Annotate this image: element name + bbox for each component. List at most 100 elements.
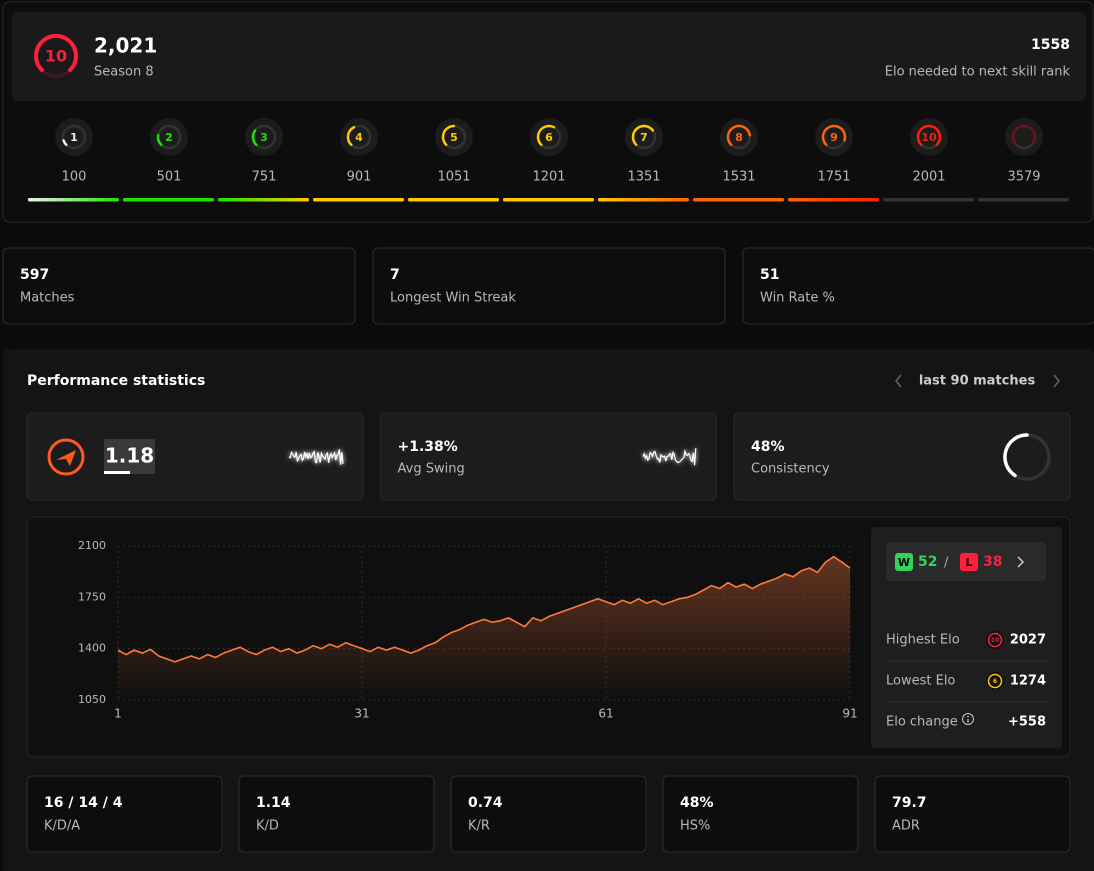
match-stat-value: 79.7 (892, 795, 927, 811)
level-number: 2 (165, 131, 173, 144)
match-stat-label: K/D (256, 819, 279, 834)
summary-badge: 10 (991, 637, 999, 644)
elo-chart: 1050 1400 1750 2100 1 31 61 91 (78, 539, 858, 721)
perf-label: Consistency (751, 462, 830, 477)
level-number: 6 (545, 131, 553, 144)
level-ring (156, 134, 163, 147)
losses: 38 (983, 554, 1002, 570)
level-icon-bg (340, 118, 378, 156)
perf-cards: 1.18 +1.38% Avg Swing 48% Consistency (26, 412, 1071, 501)
record-separator: / (944, 556, 949, 571)
level-icon-bg (530, 118, 568, 156)
level-bar (408, 198, 499, 202)
summary-value: 1274 (1010, 674, 1046, 689)
stat-label: Matches (20, 291, 75, 306)
level-ring (821, 124, 847, 147)
rank-header (12, 12, 1086, 101)
level-number: 7 (640, 131, 648, 144)
prev-button[interactable] (895, 374, 902, 388)
level-bar (123, 198, 214, 202)
level-bar (598, 198, 689, 202)
x-tick-label: 61 (598, 707, 613, 721)
match-stat-label: ADR (892, 819, 920, 834)
stat-value: 7 (390, 267, 400, 283)
season: Season 8 (94, 65, 154, 80)
stat-label: Win Rate % (760, 291, 835, 306)
match-stat-card (26, 775, 223, 853)
stat-value: 597 (20, 267, 49, 283)
perf-card (380, 412, 717, 501)
x-tick-label: 1 (114, 707, 122, 721)
next-button[interactable] (1053, 374, 1060, 388)
level-icon-bg (815, 118, 853, 156)
level-ring (441, 124, 456, 147)
match-stat-value: 0.74 (468, 795, 503, 811)
level-min-elo: 901 (347, 170, 372, 185)
rating-bar (104, 471, 130, 474)
level-min-elo: 1051 (437, 170, 470, 185)
match-stat-card (662, 775, 859, 853)
level-number: 4 (355, 131, 363, 144)
level-icon-bg (1005, 118, 1043, 156)
range-label: last 90 matches (919, 374, 1036, 389)
x-tick-label: 91 (842, 707, 857, 721)
summary-panel (871, 527, 1062, 748)
elo-line (117, 555, 851, 663)
level-min-elo: 2001 (912, 170, 945, 185)
wins: 52 (918, 554, 937, 570)
rating-box (104, 439, 155, 474)
level-ring (916, 124, 942, 147)
rating-icon-mark (56, 450, 76, 466)
summary-label: Lowest Elo (886, 674, 955, 689)
summary-label: Elo change (886, 715, 958, 730)
rank-number: 10 (45, 47, 67, 66)
level-ring (631, 124, 655, 147)
record-chevron (1017, 556, 1025, 568)
level-icon-bg (435, 118, 473, 156)
stat-card (2, 247, 356, 325)
elo: 2,021 (94, 34, 157, 58)
level-ring (251, 129, 258, 147)
levels: 1 100 2 501 3 751 4 901 5 1051 6 1201 7 1351 8 1531 9 175… (28, 118, 1069, 202)
y-tick-label: 1050 (78, 693, 106, 706)
level-bar (693, 198, 784, 202)
level-bar (218, 198, 309, 202)
level-ring (536, 124, 556, 147)
stat-card (372, 247, 726, 325)
win-badge: W (898, 556, 910, 569)
level-ring (346, 125, 356, 147)
level-bar (883, 198, 974, 202)
loss-badge-bg (960, 553, 978, 571)
level-ring (62, 139, 68, 147)
match-stat-card (238, 775, 435, 853)
match-stat-value: 48% (680, 795, 714, 811)
y-tick-label: 1400 (78, 642, 106, 655)
summary-badge-ring (987, 632, 1003, 648)
summary: Highest Elo 10 2027 Lowest Elo 6 1274 Elo chan… (886, 631, 1046, 730)
level-min-elo: 1351 (627, 170, 660, 185)
level-bar (978, 198, 1069, 202)
perf-value: 1.18 (105, 444, 154, 468)
match-stat-label: K/D/A (44, 819, 80, 834)
loss-badge: L (965, 556, 972, 569)
rank-gauge (34, 33, 78, 73)
match-stat-value: 1.14 (256, 795, 291, 811)
elo-area (118, 556, 850, 700)
level-min-elo: 1751 (817, 170, 850, 185)
level-number: 10 (921, 131, 937, 144)
level-icon-bg (720, 118, 758, 156)
consistency-ring (1003, 433, 1029, 478)
level-icon-bg (55, 118, 93, 156)
summary-label: Highest Elo (886, 633, 960, 648)
info-icon[interactable] (962, 713, 974, 725)
elo-needed: 1558 (1031, 37, 1070, 53)
level-bar (28, 198, 119, 202)
level-min-elo: 501 (157, 170, 182, 185)
level-ring (1011, 124, 1037, 147)
level-ring-bg (61, 124, 87, 150)
perf-value: +1.38% (398, 439, 458, 455)
level-number: 5 (450, 131, 458, 144)
level-icon-bg (245, 118, 283, 156)
level-icon-bg (625, 118, 663, 156)
match-stat-card (450, 775, 647, 853)
